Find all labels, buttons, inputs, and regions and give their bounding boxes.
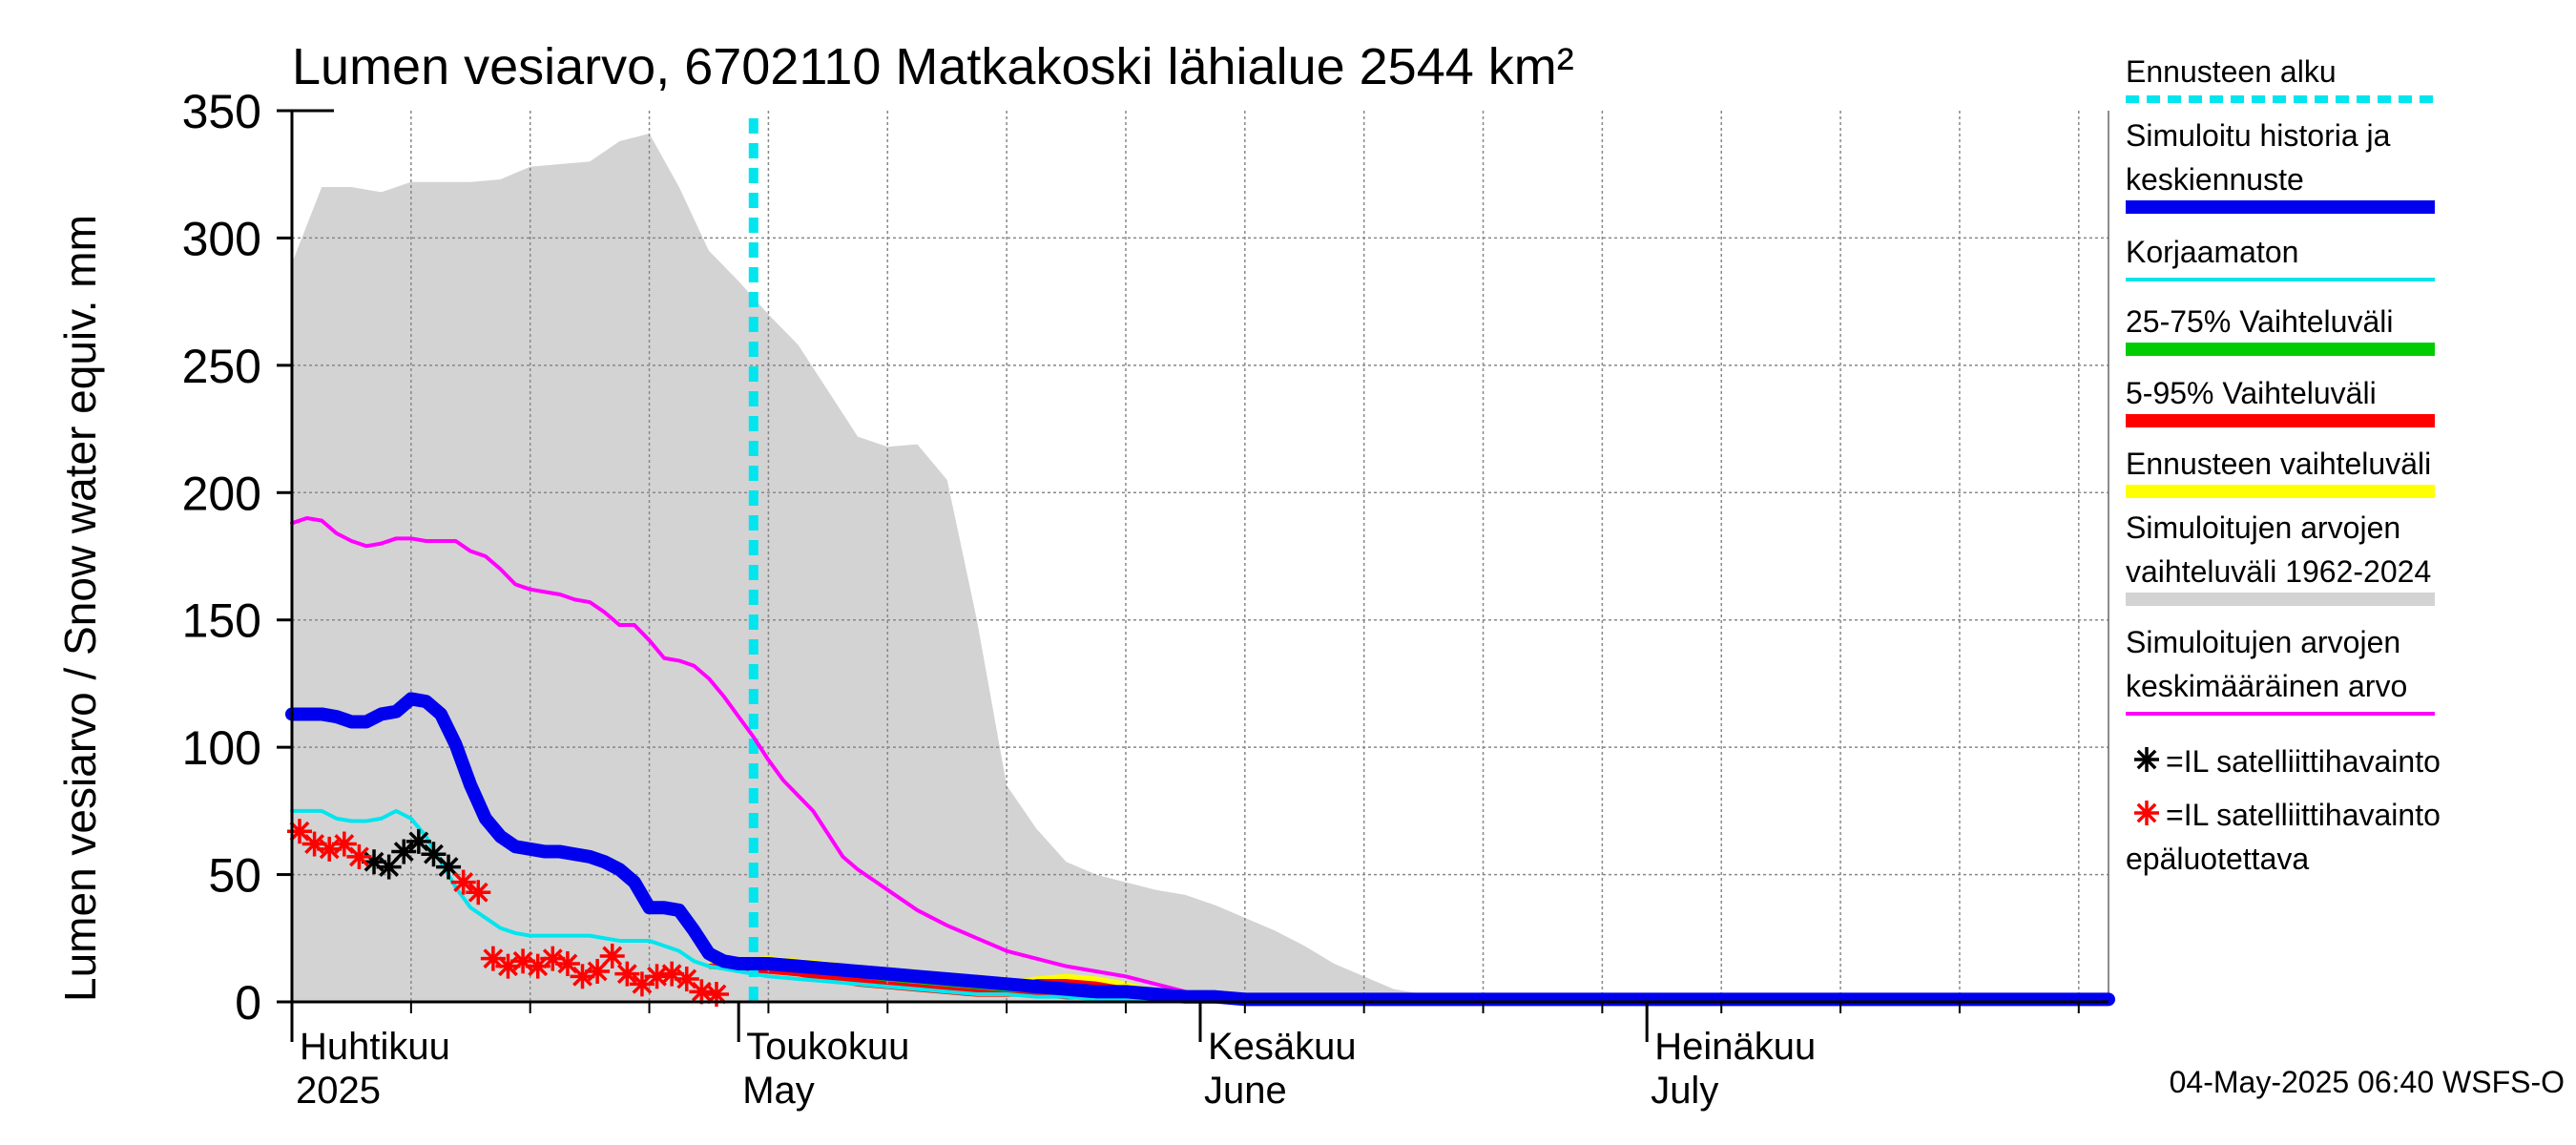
y-tick-label-4: 200 [182,467,261,520]
star-stroke [334,834,355,854]
legend-label: vaihteluväli 1962-2024 [2126,554,2431,589]
marker-1-4 [346,843,372,869]
line-series-2 [285,692,2115,1007]
marker-1-15 [599,943,625,968]
line-series-0 [290,515,2110,1004]
legend-star-icon [2134,747,2159,772]
star-stroke [647,966,667,987]
marker-0-2 [391,839,417,864]
marker-1-14 [585,958,611,984]
star-stroke [438,857,459,877]
satellite-markers [287,819,729,1007]
legend: Ennusteen alku Simuloitu historia ja keski… [2126,54,2441,876]
series-lines [285,515,2115,1007]
legend-entry-6: Simuloitujen arvojen vaihteluväli 1962-20… [2126,510,2435,606]
y-tick-label-0: 0 [235,976,261,1030]
star-stroke [379,857,400,877]
star-stroke [706,984,727,1005]
star-stroke [632,973,653,994]
star-stroke [424,843,444,864]
star-stroke [542,948,563,969]
legend-label: Ennusteen vaihteluväli [2126,447,2431,481]
legend-entry-3: 25-75% Vaihteluväli [2126,304,2435,356]
y-axis-label: Lumen vesiarvo / Snow water equiv. mm [55,215,105,1002]
star-stroke [587,961,608,982]
legend-label: Ennusteen alku [2126,54,2337,89]
month-label-2: Kesäkuu [1208,1026,1357,1068]
line-series-1 [290,808,2110,1004]
marker-1-5 [450,869,476,895]
legend-label: =IL satelliittihavainto [2166,744,2441,779]
month-sublabel-3: July [1651,1070,1718,1112]
legend-label-2: epäluotettava [2126,842,2309,876]
star-stroke [453,872,474,893]
month-sublabel-0: 2025 [296,1070,381,1112]
star-stroke [676,968,697,989]
star-stroke [557,953,578,974]
star-stroke [528,956,549,977]
legend-label: 5-95% Vaihteluväli [2126,376,2377,410]
star-stroke [483,948,504,969]
legend-entry-9: =IL satelliittihavainto epäluotettava [2126,798,2441,876]
star-stroke [2136,802,2157,823]
y-tick-label-1: 50 [208,849,261,903]
legend-label: =IL satelliittihavainto [2166,798,2441,832]
chart-title: Lumen vesiarvo, 6702110 Matkakoski lähia… [292,38,1574,95]
legend-entry-4: 5-95% Vaihteluväli [2126,376,2435,427]
month-sublabel-2: June [1204,1070,1287,1112]
legend-label: keskimääräinen arvo [2126,669,2407,703]
legend-label: 25-75% Vaihteluväli [2126,304,2393,339]
month-sublabel-1: May [742,1070,815,1112]
legend-label: Simuloitu historia ja [2126,118,2391,153]
legend-entry-1: Simuloitu historia ja keskiennuste [2126,118,2435,214]
legend-label: Simuloitujen arvojen [2126,625,2400,659]
y-tick-label-7: 350 [182,85,261,138]
legend-entry-7: Simuloitujen arvojen keskimääräinen arvo [2126,625,2435,716]
month-label-1: Toukokuu [746,1026,909,1068]
marker-0-4 [421,842,447,867]
range-bands [292,134,2109,1002]
y-tick-label-6: 300 [182,212,261,265]
band-0 [292,134,2109,1002]
star-stroke [661,964,682,985]
legend-label: keskiennuste [2126,162,2304,197]
star-stroke [289,821,310,842]
y-tick-label-5: 250 [182,340,261,393]
star-stroke [304,834,325,854]
marker-1-18 [644,964,670,989]
y-tick-label-2: 100 [182,721,261,775]
timestamp-footer: 04-May-2025 06:40 WSFS-O [2170,1065,2565,1099]
star-stroke [467,882,488,903]
star-stroke [616,964,637,985]
star-stroke [364,851,384,872]
grid [291,111,2109,1002]
legend-star-icon [2134,801,2159,825]
month-label-0: Huhtikuu [300,1026,450,1068]
marker-0-5 [436,854,462,880]
legend-label: Korjaamaton [2126,235,2298,269]
legend-entry-2: Korjaamaton [2126,235,2435,281]
marker-1-16 [614,961,640,987]
star-stroke [393,842,414,862]
marker-0-1 [376,854,402,880]
marker-1-6 [466,880,491,906]
star-stroke [348,846,369,867]
star-stroke [602,946,623,967]
legend-entry-8: =IL satelliittihavainto [2134,744,2441,779]
star-stroke [2136,749,2157,770]
legend-label: Simuloitujen arvojen [2126,510,2400,545]
legend-entry-0: Ennusteen alku [2126,54,2435,103]
legend-entry-5: Ennusteen vaihteluväli [2126,447,2435,498]
star-stroke [512,950,533,971]
marker-1-12 [554,950,580,976]
y-tick-label-3: 150 [182,594,261,648]
month-label-3: Heinäkuu [1654,1026,1816,1068]
star-stroke [408,831,429,852]
